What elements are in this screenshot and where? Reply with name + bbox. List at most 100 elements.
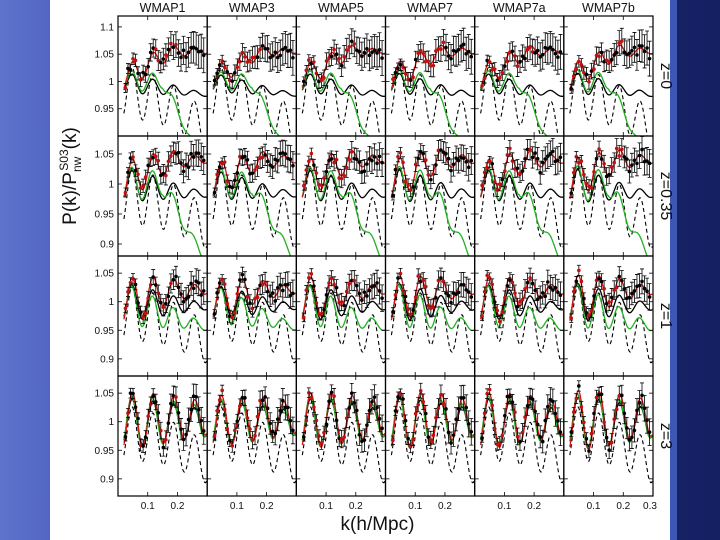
series-line <box>390 406 475 484</box>
data-point <box>556 55 560 59</box>
data-point <box>307 159 311 164</box>
data-point <box>179 292 183 296</box>
data-point <box>597 276 601 281</box>
data-point <box>238 278 242 282</box>
data-point <box>217 398 222 402</box>
data-point <box>169 401 173 406</box>
data-point <box>332 282 336 287</box>
data-point <box>612 53 617 57</box>
data-point <box>235 291 240 296</box>
data-point <box>439 276 443 280</box>
data-point <box>199 154 204 159</box>
data-point <box>482 76 487 80</box>
x-tick-label: 0.2 <box>260 501 274 512</box>
data-point <box>151 275 156 279</box>
data-point <box>265 47 270 51</box>
series-line <box>569 165 648 256</box>
data-point <box>464 405 468 410</box>
data-point <box>181 169 186 174</box>
data-point <box>380 426 384 431</box>
y-tick-label: 1.05 <box>95 50 115 61</box>
data-point <box>344 289 349 294</box>
data-point <box>362 169 367 174</box>
data-point <box>235 419 240 424</box>
data-point <box>250 171 255 175</box>
data-point <box>286 405 290 410</box>
data-point <box>248 58 252 63</box>
data-point <box>571 289 576 294</box>
data-point <box>571 410 576 414</box>
data-point <box>253 55 257 60</box>
data-point <box>391 77 395 81</box>
data-point <box>492 67 497 71</box>
data-point <box>396 66 400 71</box>
data-point <box>456 47 461 52</box>
data-point <box>635 161 639 166</box>
data-point <box>278 283 283 287</box>
x-tick-label: 0.2 <box>527 501 541 512</box>
data-point <box>171 45 176 50</box>
data-point <box>500 177 505 182</box>
panel-curves <box>123 383 208 484</box>
data-point <box>265 406 270 411</box>
data-point <box>324 422 329 427</box>
data-point <box>533 51 537 55</box>
series-line <box>123 285 207 331</box>
series-line <box>301 286 386 364</box>
data-point <box>301 315 306 320</box>
data-point <box>123 434 128 439</box>
data-point <box>217 63 222 67</box>
data-point <box>589 69 594 73</box>
data-point <box>233 70 237 75</box>
data-point <box>312 163 316 167</box>
data-point <box>609 440 614 445</box>
series-line <box>480 286 564 364</box>
data-point <box>490 403 495 408</box>
data-point <box>461 156 466 161</box>
series-line <box>390 69 459 136</box>
data-point <box>538 435 543 439</box>
data-point <box>360 298 364 302</box>
data-point <box>235 65 240 69</box>
data-point <box>365 423 369 427</box>
data-point <box>584 181 589 186</box>
data-point <box>398 392 403 396</box>
data-point <box>556 290 560 295</box>
data-point <box>161 445 166 450</box>
data-point <box>503 169 507 173</box>
data-point <box>418 149 423 154</box>
data-point <box>153 47 158 52</box>
data-point <box>146 414 150 418</box>
data-point <box>283 405 288 410</box>
data-point <box>161 57 166 61</box>
y-tick-label: 1 <box>108 77 114 88</box>
data-point <box>322 307 326 312</box>
data-point <box>344 416 349 420</box>
data-point <box>291 428 295 433</box>
data-point <box>441 402 446 406</box>
row-label: z=3 <box>657 423 674 449</box>
panel-curves <box>390 382 475 484</box>
data-point <box>339 300 344 304</box>
data-point <box>131 155 135 159</box>
data-point <box>513 54 517 58</box>
data-point <box>579 405 584 409</box>
data-point <box>169 281 173 286</box>
x-tick-label: 0.1 <box>497 501 511 512</box>
data-point <box>520 297 525 302</box>
data-point <box>362 50 367 55</box>
data-point <box>515 166 520 171</box>
data-point <box>349 391 354 396</box>
y-tick-label: 0.9 <box>100 354 114 365</box>
data-point <box>301 435 306 439</box>
data-point <box>270 429 275 434</box>
data-point <box>446 430 451 435</box>
data-point <box>647 295 652 299</box>
data-point <box>222 160 227 164</box>
data-point <box>459 44 463 48</box>
data-point <box>375 405 379 410</box>
data-point <box>523 56 527 61</box>
data-point <box>133 405 138 409</box>
data-point <box>268 421 272 426</box>
